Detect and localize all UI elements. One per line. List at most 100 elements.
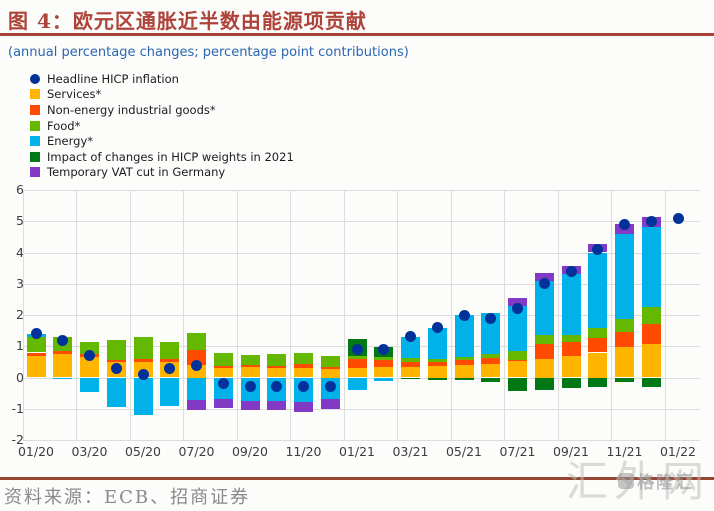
gridline-vertical <box>664 190 666 440</box>
gridline-vertical <box>76 190 78 440</box>
bar-segment-impact <box>641 377 661 388</box>
x-tick-label: 03/20 <box>71 444 108 459</box>
legend-item: Headline HICP inflation <box>30 71 294 87</box>
bar-segment-services <box>347 367 367 378</box>
bar-segment-non-energy <box>320 367 340 369</box>
bar-segment-food <box>508 350 527 360</box>
gridline-vertical <box>450 190 452 440</box>
legend-item: Non-energy industrial goods* <box>30 102 294 118</box>
bar-segment-energy <box>187 377 206 401</box>
headline-dot <box>30 328 42 340</box>
bar-segment-services <box>481 364 501 378</box>
bar-segment-food <box>615 319 634 333</box>
bar-segment-non-energy <box>133 358 153 362</box>
x-tick-label: 01/20 <box>17 444 55 459</box>
title-divider <box>0 33 714 36</box>
gridline-horizontal <box>23 315 700 316</box>
headline-dot <box>57 334 69 346</box>
bar-segment-non-energy <box>641 324 661 345</box>
bar-segment-food <box>374 356 394 360</box>
bar-segment-non-energy <box>561 341 581 356</box>
bar-segment-energy <box>481 313 501 355</box>
bar-segment-food <box>427 359 447 362</box>
y-tick-label: 3 <box>16 275 24 291</box>
bar-segment-services <box>80 357 99 378</box>
x-tick-label: 11/20 <box>285 444 322 459</box>
y-tick-label: 1 <box>16 338 24 354</box>
headline-dot <box>458 309 470 321</box>
bar-segment-food <box>133 336 153 359</box>
headline-dot <box>538 278 550 290</box>
y-tick-label: 5 <box>16 213 24 229</box>
bar-segment-non-energy <box>427 361 447 367</box>
bar-segment-non-energy <box>588 338 608 353</box>
bar-segment-services <box>320 368 340 378</box>
bar-segment-energy <box>534 280 554 336</box>
bar-segment-energy <box>641 226 661 307</box>
x-tick-label: 11/21 <box>606 444 643 459</box>
bar-segment-energy <box>80 377 99 392</box>
legend-label: Impact of changes in HICP weights in 202… <box>47 149 294 164</box>
bar-segment-food <box>561 335 581 342</box>
bar-segment-non-energy <box>267 366 287 369</box>
bar-segment-energy <box>133 377 153 415</box>
legend-label: Headline HICP inflation <box>47 71 179 86</box>
bar-segment-non-energy <box>401 361 420 367</box>
bar-segment-impact <box>588 377 608 387</box>
bar-segment-energy <box>615 234 634 320</box>
bar-segment-food <box>481 354 501 358</box>
x-tick-label: 03/21 <box>392 444 429 459</box>
bar-segment-energy <box>53 377 73 380</box>
gridline-horizontal <box>23 440 700 441</box>
headline-dot <box>512 303 523 315</box>
gridline-vertical <box>236 190 238 440</box>
y-tick-label: 4 <box>16 244 24 260</box>
legend-square-marker-icon <box>30 151 40 162</box>
gridline-horizontal <box>23 252 700 254</box>
legend-label: Non-energy industrial goods* <box>47 102 216 117</box>
headline-dot <box>672 212 684 224</box>
bar-segment-non-energy <box>615 332 634 348</box>
bar-segment-non-energy <box>481 357 501 365</box>
bar-segment-non-energy <box>106 359 126 362</box>
legend-item: Food* <box>30 118 294 134</box>
chart-subtitle: (annual percentage changes; percentage p… <box>8 45 409 60</box>
y-tick-label: -1 <box>11 400 24 416</box>
bar-segment-non-energy <box>454 359 474 365</box>
bar-segment-temporary <box>294 401 313 412</box>
bar-segment-food <box>534 335 554 345</box>
headline-dot <box>378 343 390 355</box>
x-tick-label: 01/22 <box>659 444 697 459</box>
bar-segment-non-energy <box>347 358 367 368</box>
legend-label: Services* <box>47 87 102 102</box>
bar-segment-food <box>160 341 180 360</box>
x-tick-label: 09/21 <box>552 444 590 459</box>
gridline-vertical <box>611 190 613 440</box>
bar-segment-non-energy <box>508 359 527 361</box>
legend-item: Energy* <box>30 133 294 149</box>
bar-segment-non-energy <box>534 344 554 359</box>
bar-segment-services <box>294 368 313 378</box>
watermark-logo-label: 格隆汇 <box>637 473 694 493</box>
x-tick-label: 05/21 <box>445 444 483 459</box>
headline-dot <box>351 343 363 355</box>
gridline-vertical <box>557 190 559 440</box>
bar-segment-non-energy <box>374 360 394 368</box>
bar-segment-energy <box>106 377 126 408</box>
watermark-logo: 格隆汇 <box>618 468 694 493</box>
bar-segment-impact <box>427 377 447 380</box>
bar-segment-impact <box>401 377 420 380</box>
watermark-text: 汇外网 <box>565 457 710 506</box>
x-tick-label: 07/20 <box>178 444 215 459</box>
bar-segment-non-energy <box>240 365 260 368</box>
bar-segment-temporary <box>187 400 206 411</box>
bar-segment-services <box>561 355 581 378</box>
gridline-vertical <box>504 190 506 440</box>
bar-segment-services <box>641 344 661 378</box>
bar-segment-food <box>641 306 661 325</box>
headline-dot <box>645 215 657 227</box>
headline-dot <box>271 381 283 393</box>
bar-segment-temporary <box>320 399 340 409</box>
bar-segment-services <box>26 355 46 378</box>
bar-segment-food <box>106 340 126 360</box>
